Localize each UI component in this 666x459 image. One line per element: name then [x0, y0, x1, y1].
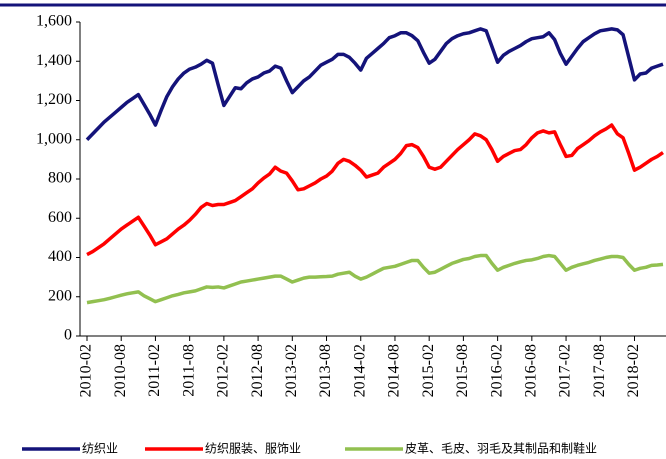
y-tick-label: 1,400	[36, 52, 72, 69]
x-tick-label: 2010-08	[112, 344, 129, 397]
x-tick-label: 2016-08	[523, 344, 540, 397]
x-tick-label: 2017-08	[591, 344, 608, 397]
y-tick-label: 800	[48, 170, 72, 187]
x-tick-label: 2013-02	[283, 344, 300, 397]
y-tick-label: 600	[48, 209, 72, 226]
x-tick-label: 2012-02	[215, 344, 232, 397]
y-tick-label: 0	[64, 327, 72, 344]
x-tick-label: 2010-02	[78, 344, 95, 397]
y-tick-label: 200	[48, 287, 72, 304]
x-tick-label: 2015-08	[454, 344, 471, 397]
series-line	[85, 27, 664, 141]
x-tick-label: 2014-08	[386, 344, 403, 397]
x-tick-label: 2012-08	[249, 344, 266, 397]
series-line	[86, 253, 664, 305]
y-tick-label: 1,600	[36, 13, 72, 30]
x-tick-label: 2014-02	[351, 344, 368, 397]
x-tick-label: 2013-08	[317, 344, 334, 397]
series-line	[86, 123, 664, 257]
legend-label: 纺织服装、服饰业	[205, 442, 301, 456]
x-tick-label: 2015-02	[420, 344, 437, 397]
x-tick-label: 2016-02	[488, 344, 505, 397]
legend-label: 皮革、毛皮、羽毛及其制品和制鞋业	[405, 441, 597, 456]
y-tick-label: 1,000	[36, 130, 72, 147]
legend-label: 纺织业	[82, 442, 118, 456]
y-tick-label: 400	[48, 248, 72, 265]
x-tick-label: 2017-02	[557, 344, 574, 397]
x-tick-label: 2011-02	[146, 344, 163, 397]
x-tick-label: 2018-02	[625, 344, 642, 397]
y-tick-label: 1,200	[36, 91, 72, 108]
x-tick-label: 2011-08	[180, 344, 197, 397]
